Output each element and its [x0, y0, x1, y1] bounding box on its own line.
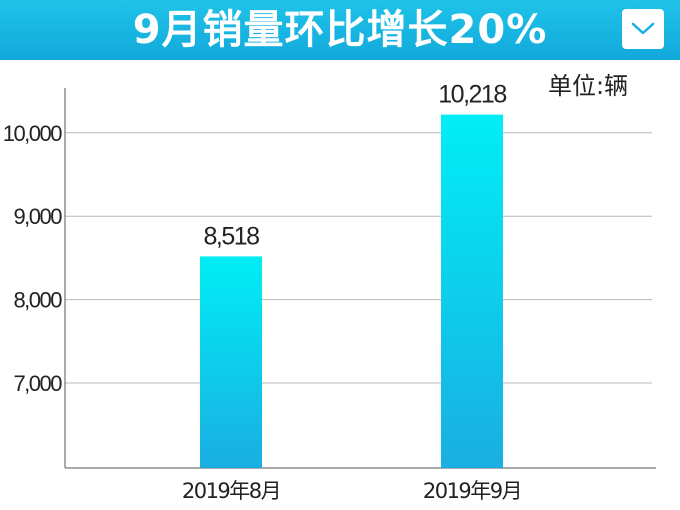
bar-1 [200, 256, 262, 468]
y-tick-label: 10,000 [3, 121, 63, 146]
y-tick-label: 7,000 [13, 371, 62, 396]
gridlines [65, 132, 652, 384]
chevron-down-icon [631, 22, 655, 35]
x-category-label: 2019年8月 [182, 479, 280, 503]
header-bar: 9月销量环比增长20% [0, 0, 680, 60]
bars [200, 114, 503, 468]
axes [64, 88, 656, 469]
page-title: 9月销量环比增长20% [132, 7, 548, 53]
y-tick-label: 8,000 [13, 288, 62, 313]
dropdown-button[interactable] [622, 9, 664, 49]
labels: 7,000 8,000 9,000 10,000 8,518 2019年8月 10,218 2… [3, 81, 523, 503]
unit-label: 单位:辆 [548, 72, 629, 100]
bar-2 [441, 114, 503, 468]
x-category-label: 2019年9月 [423, 479, 521, 503]
bar-data-label: 8,518 [203, 222, 259, 250]
y-tick-label: 9,000 [13, 204, 62, 229]
bar-data-label: 10,218 [438, 81, 506, 109]
